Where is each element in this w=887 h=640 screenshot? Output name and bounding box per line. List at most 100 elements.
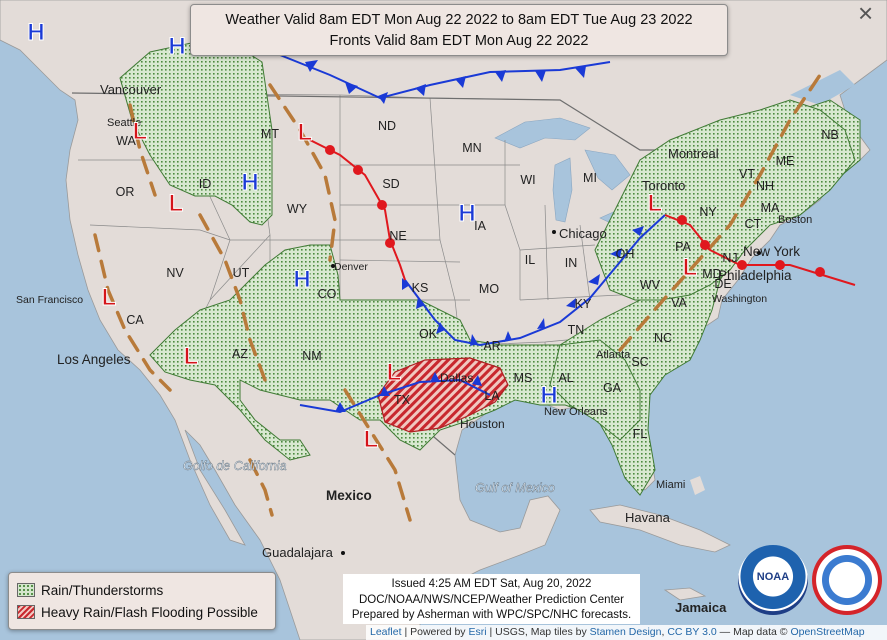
mapdata-text: — Map data © [719,626,788,638]
low-center-6: L [387,359,402,386]
nws-logo[interactable] [812,545,882,615]
city-atlanta: Atlanta [596,349,631,361]
label-md: MD [702,267,721,281]
label-mi: MI [583,171,597,185]
close-icon[interactable]: × [858,0,874,28]
label-al: AL [558,371,573,385]
city-montreal: Montreal [668,146,719,161]
city-new-orleans: New Orleans [544,406,608,418]
label-mt: MT [261,127,279,141]
label-sd: SD [382,177,399,191]
high-center-3: H [241,169,258,196]
label-wy: WY [287,202,308,216]
rain-area-gulf [549,339,641,441]
city-jamaica: Jamaica [675,600,727,615]
city-seattle: Seattle [107,117,141,129]
powered-text: | Powered by [404,626,466,638]
label-nv: NV [166,266,184,280]
cold-front-barbs [305,60,644,412]
legend-rain-label: Rain/Thunderstorms [41,582,164,598]
label-nj: NJ [722,251,737,265]
osm-link[interactable]: OpenStreetMap [790,626,865,638]
map-attribution: Leaflet | Powered by Esri | USGS, Map ti… [366,625,887,640]
label-mo: MO [479,282,499,296]
high-pressure-centers: H H H H H H [27,19,558,410]
low-center-3: L [169,190,184,217]
flood-swatch-icon [17,605,35,619]
agency-line: DOC/NOAA/NWS/NCEP/Weather Prediction Cen… [358,593,624,606]
leaflet-link[interactable]: Leaflet [370,626,402,638]
label-de: DE [714,277,731,291]
high-center-2: H [168,33,185,60]
low-center-7: L [364,426,379,453]
city-new-york: New York [743,244,800,259]
label-nh: NH [756,179,774,193]
city-guadalajara: Guadalajara [262,545,334,560]
flood-risk-area [377,357,509,433]
label-gulf-of-mexico: Gulf of Mexico [475,481,555,495]
hudson-bay-area [790,70,855,105]
label-ok: OK [419,327,438,341]
label-sc: SC [631,355,648,369]
low-center-8: L [648,190,663,217]
land-bahamas [690,476,705,495]
label-in: IN [565,256,578,270]
label-co: CO [318,287,337,301]
warm-front-bulbs [325,145,825,277]
high-center-1: H [27,19,44,46]
label-ga: GA [603,381,622,395]
legend-flood-label: Heavy Rain/Flash Flooding Possible [41,604,258,620]
label-tn: TN [568,323,585,337]
legend-row-flood: Heavy Rain/Flash Flooding Possible [17,601,267,623]
city-houston: Houston [460,417,505,431]
label-tx: TX [394,393,411,407]
label-ms: MS [514,371,533,385]
label-ne: NE [389,229,406,243]
label-ct: CT [745,217,762,231]
land-jamaica [663,587,707,601]
label-az: AZ [232,347,248,361]
label-vt: VT [739,167,755,181]
label-pa: PA [675,240,691,254]
city-washington: Washington [712,293,767,305]
legend-row-rain: Rain/Thunderstorms [17,579,267,601]
label-ny: NY [699,205,717,219]
label-nc: NC [654,331,672,345]
label-il: IL [525,253,535,267]
state-labels: WA OR ID MT WY NV UT CO CA AZ NM ND SD N… [116,119,839,441]
label-la: LA [484,389,500,403]
high-center-5: H [293,266,310,293]
noaa-logo-text: NOAA [756,571,790,583]
rain-area-southwest [149,99,861,496]
lake-huron [584,149,631,191]
label-ky: KY [575,297,592,311]
cc-link[interactable]: CC BY 3.0 [667,626,717,638]
label-wa: WA [116,134,136,148]
city-los-angeles: Los Angeles [57,352,131,367]
label-ks: KS [412,281,429,295]
label-ar: AR [483,339,500,353]
label-va: VA [671,296,687,310]
esri-link[interactable]: Esri [468,626,487,638]
stamen-link[interactable]: Stamen Design [589,626,662,638]
usgs-text: | USGS, Map tiles by [489,626,587,638]
city-san-francisco: San Francisco [16,294,83,306]
issued-line: Issued 4:25 AM EDT Sat, Aug 20, 2022 [391,578,592,590]
land-cuba [589,504,731,553]
low-center-9: L [683,254,698,281]
high-center-6: H [540,382,557,409]
noaa-logo[interactable]: NOAA [738,545,808,615]
high-center-4: H [458,200,475,227]
city-labels: Vancouver Seattle San Francisco Los Ange… [16,82,812,615]
city-chicago: Chicago [559,226,607,241]
label-mn: MN [462,141,481,155]
lake-superior [494,117,591,149]
city-toronto: Toronto [642,178,685,193]
low-center-2: L [298,119,313,146]
city-havana: Havana [625,510,671,525]
city-dots [331,230,761,555]
label-nd: ND [378,119,396,133]
legend: Rain/Thunderstorms Heavy Rain/Flash Floo… [8,572,276,630]
rain-area-northeast [594,99,856,301]
